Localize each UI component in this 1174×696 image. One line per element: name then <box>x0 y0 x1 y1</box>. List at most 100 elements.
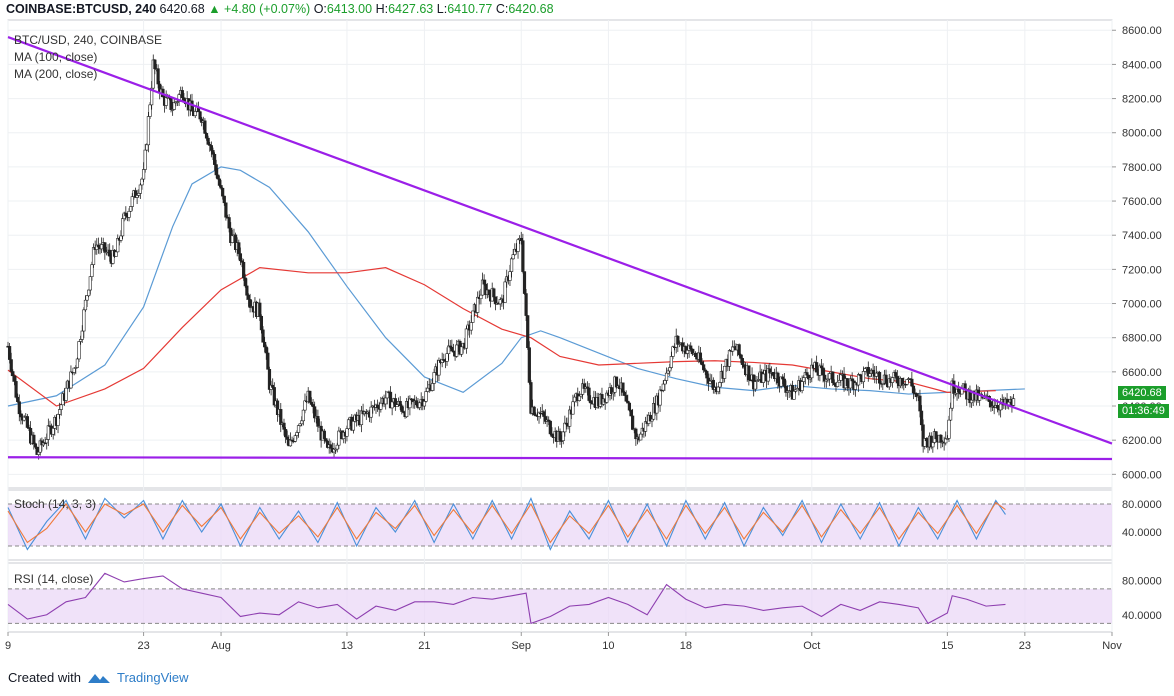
candle-down <box>219 185 223 189</box>
candle-down <box>610 387 614 395</box>
candle-down <box>850 378 854 382</box>
candle-up <box>91 247 96 265</box>
candle-down <box>698 352 703 363</box>
candle-up <box>130 196 134 207</box>
candle-down <box>877 372 882 384</box>
high-value: 6427.63 <box>388 2 434 16</box>
last-price-tag: 6420.68 <box>1118 386 1166 400</box>
price-tick-label: 8200.00 <box>1122 94 1162 106</box>
candle-down <box>631 415 635 430</box>
candle-down <box>222 195 226 204</box>
candle-down <box>845 378 849 387</box>
candle-up <box>969 399 974 404</box>
candle-down <box>621 382 625 393</box>
time-tick-label: Aug <box>211 640 231 652</box>
candle-up <box>455 344 459 357</box>
candle-up <box>369 406 373 418</box>
candle-up <box>145 144 149 151</box>
candle-down <box>819 365 824 369</box>
ma100-line <box>7 166 1025 407</box>
candle-down <box>450 346 454 352</box>
time-tick-label: 23 <box>137 640 149 652</box>
candle-up <box>948 407 953 421</box>
ma100-legend[interactable]: MA (100, close) <box>14 50 98 64</box>
candle-up <box>669 356 673 368</box>
candle-up <box>37 451 41 455</box>
candle-up <box>572 396 577 403</box>
candle-up <box>230 235 234 243</box>
time-tick-label: 10 <box>602 640 614 652</box>
candle-up <box>671 346 675 357</box>
candle-up <box>571 401 575 415</box>
candle-down <box>524 293 528 316</box>
candle-up <box>177 94 181 102</box>
candle-down <box>693 352 698 357</box>
candle-up <box>56 414 60 426</box>
candle-down <box>12 375 17 382</box>
price-change: +4.80 (+0.07%) <box>224 2 311 16</box>
rsi-legend[interactable]: RSI (14, close) <box>14 572 94 586</box>
candle-down <box>627 402 632 411</box>
candle-down <box>324 438 328 442</box>
time-axis: 9 23 Aug 13 21 Sep 10 18 Oct 15 23 Nov <box>5 632 1122 652</box>
rsi-tick-label: 40.0000 <box>1122 610 1162 622</box>
price-tick-label: 7600.00 <box>1122 196 1162 208</box>
candle-up <box>127 210 131 218</box>
candle-up <box>802 377 806 382</box>
candle-down <box>629 409 633 417</box>
tradingview-link[interactable]: TradingView <box>116 670 189 685</box>
ma200-legend[interactable]: MA (200, close) <box>14 67 98 81</box>
candle-down <box>821 367 825 376</box>
candle-down <box>237 242 241 254</box>
rsi-line-RSI <box>7 572 1006 625</box>
candle-down <box>216 174 220 180</box>
candle-up <box>605 392 609 403</box>
chart-title-legend[interactable]: BTC/USD, 240, COINBASE <box>14 33 163 47</box>
up-arrow-icon: ▲ <box>208 2 221 16</box>
candle-down <box>261 329 265 343</box>
candle-down <box>924 438 928 442</box>
stoch-legend[interactable]: Stoch (14, 3, 3) <box>14 497 97 511</box>
candle-down <box>952 380 956 394</box>
candle-up <box>716 386 720 392</box>
rsi-tick-label: 80.0000 <box>1122 575 1162 587</box>
candle-down <box>32 434 36 445</box>
candle-up <box>164 97 168 106</box>
candle-down <box>203 120 207 134</box>
candle-down <box>700 361 704 365</box>
candle-up <box>947 419 951 439</box>
candle-up <box>931 442 935 448</box>
candle-down <box>624 395 628 402</box>
candle-up <box>384 397 388 405</box>
candle-down <box>921 424 925 447</box>
candle-up <box>836 381 840 387</box>
symbol-name[interactable]: COINBASE:BTCUSD, 240 <box>6 2 157 16</box>
price-tick-label: 8600.00 <box>1122 25 1162 37</box>
bar-countdown-tag: 01:36:49 <box>1118 404 1169 418</box>
candle-up <box>861 371 866 383</box>
candle-down <box>493 296 498 305</box>
candle-up <box>723 365 727 379</box>
candle-up <box>345 428 349 437</box>
candle-up <box>80 330 84 340</box>
candle-up <box>639 433 643 441</box>
candle-down <box>482 279 486 285</box>
candle-up <box>800 381 804 391</box>
candle-up <box>172 102 176 110</box>
candle-up <box>417 402 422 408</box>
candle-up <box>424 391 428 402</box>
candle-down <box>309 401 314 405</box>
price-tick-label: 7800.00 <box>1122 162 1162 174</box>
price-tick-label: 7200.00 <box>1122 264 1162 276</box>
candle-down <box>11 371 15 377</box>
candle-down <box>17 401 21 415</box>
stoch-tick-label: 40.0000 <box>1122 527 1162 539</box>
price-tick-label: 6000.00 <box>1122 469 1162 481</box>
candle-up <box>794 389 798 392</box>
candle-down <box>271 384 275 388</box>
candle-up <box>395 404 399 407</box>
candle-up <box>432 372 436 384</box>
candle-down <box>285 436 289 440</box>
candle-down <box>19 413 23 418</box>
candle-up <box>129 206 133 212</box>
